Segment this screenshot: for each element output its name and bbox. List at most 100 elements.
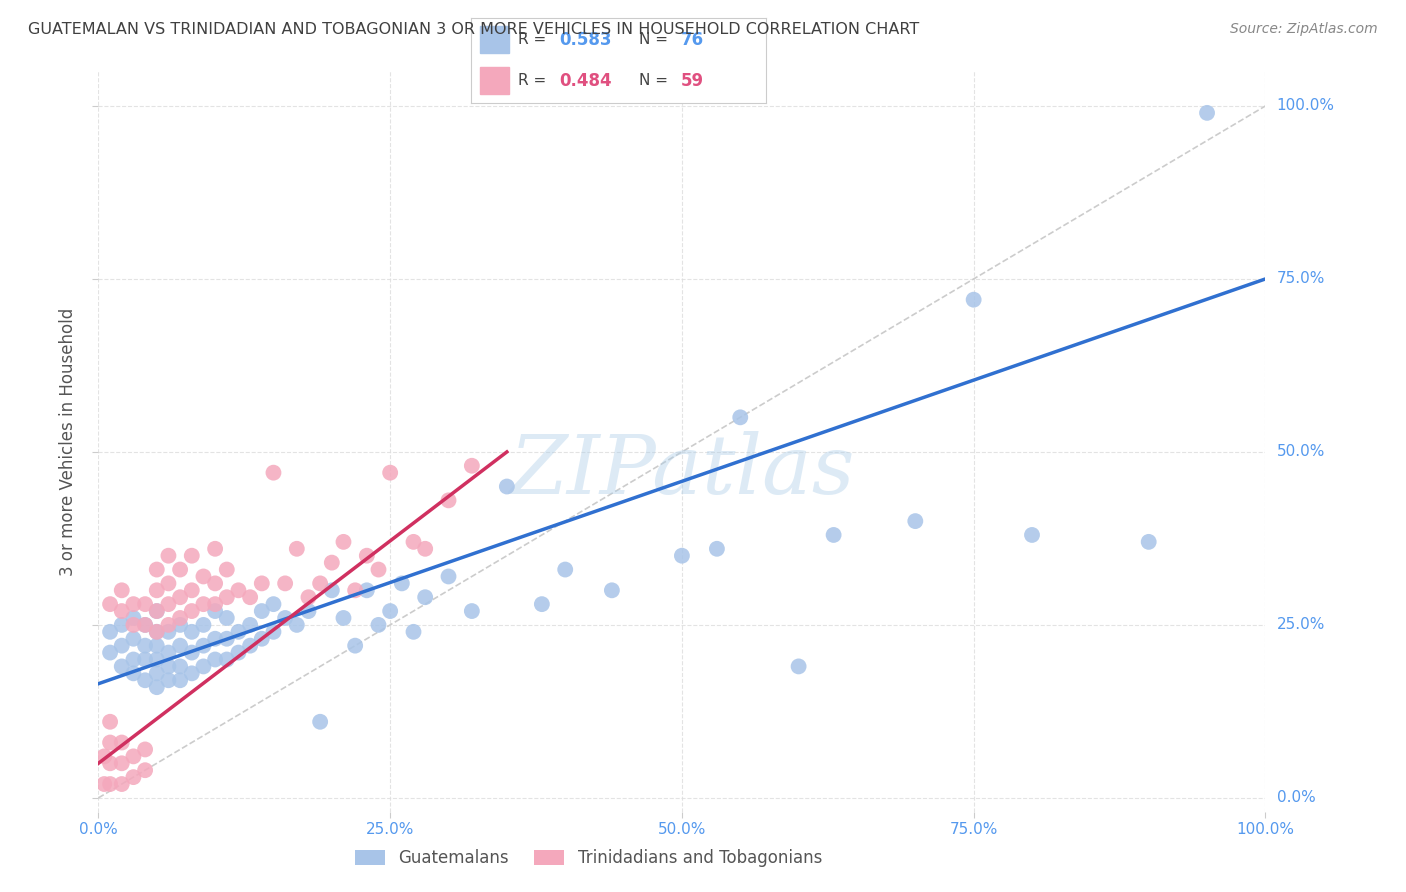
Point — [285, 618, 308, 632]
Point — [134, 618, 156, 632]
Point — [413, 541, 436, 556]
Point — [157, 659, 180, 673]
Point — [228, 583, 250, 598]
Point — [134, 618, 156, 632]
Point — [146, 680, 169, 694]
Point — [122, 597, 145, 611]
Point — [122, 652, 145, 666]
Point — [530, 597, 553, 611]
Point — [204, 541, 226, 556]
Point — [180, 604, 202, 618]
Point — [391, 576, 413, 591]
Point — [215, 632, 238, 646]
Point — [285, 541, 308, 556]
Point — [111, 777, 134, 791]
Point — [157, 673, 180, 688]
Point — [204, 597, 226, 611]
Point — [134, 673, 156, 688]
Point — [122, 770, 145, 784]
Point — [146, 624, 169, 639]
Point — [332, 611, 354, 625]
Point — [180, 666, 202, 681]
Point — [461, 604, 484, 618]
Text: GUATEMALAN VS TRINIDADIAN AND TOBAGONIAN 3 OR MORE VEHICLES IN HOUSEHOLD CORRELA: GUATEMALAN VS TRINIDADIAN AND TOBAGONIAN… — [28, 22, 920, 37]
Point — [146, 639, 169, 653]
Point — [169, 659, 191, 673]
Point — [169, 611, 191, 625]
Y-axis label: 3 or more Vehicles in Household: 3 or more Vehicles in Household — [59, 308, 77, 575]
Point — [98, 597, 121, 611]
Point — [157, 618, 180, 632]
Point — [111, 756, 134, 771]
Text: 0.0%: 0.0% — [1277, 790, 1315, 805]
Legend: Guatemalans, Trinidadians and Tobagonians: Guatemalans, Trinidadians and Tobagonian… — [349, 842, 828, 874]
Point — [180, 583, 202, 598]
Point — [169, 618, 191, 632]
Point — [193, 597, 215, 611]
Point — [402, 624, 425, 639]
Text: 0.484: 0.484 — [560, 71, 612, 89]
Point — [146, 666, 169, 681]
Point — [98, 777, 121, 791]
Point — [215, 652, 238, 666]
Text: 25.0%: 25.0% — [1277, 617, 1324, 632]
Point — [111, 735, 134, 749]
Point — [180, 624, 202, 639]
Point — [787, 659, 810, 673]
Point — [157, 576, 180, 591]
Point — [111, 618, 134, 632]
Point — [193, 659, 215, 673]
Point — [239, 618, 262, 632]
Point — [111, 639, 134, 653]
Point — [122, 666, 145, 681]
Point — [297, 591, 319, 605]
Point — [356, 549, 378, 563]
Point — [180, 646, 202, 660]
Point — [204, 632, 226, 646]
Point — [228, 646, 250, 660]
Point — [134, 742, 156, 756]
Point — [215, 563, 238, 577]
Point — [461, 458, 484, 473]
Point — [378, 466, 402, 480]
Point — [413, 591, 436, 605]
Point — [402, 534, 425, 549]
Point — [169, 639, 191, 653]
Text: R =: R = — [519, 73, 551, 88]
Point — [437, 493, 460, 508]
Point — [193, 569, 215, 583]
Point — [169, 591, 191, 605]
Point — [274, 611, 297, 625]
Point — [122, 632, 145, 646]
Point — [111, 659, 134, 673]
Point — [98, 624, 121, 639]
Point — [93, 749, 115, 764]
Point — [180, 549, 202, 563]
Text: 50.0%: 50.0% — [1277, 444, 1324, 459]
Point — [204, 576, 226, 591]
Point — [204, 604, 226, 618]
Point — [239, 591, 262, 605]
Point — [193, 618, 215, 632]
Point — [706, 541, 728, 556]
Point — [146, 652, 169, 666]
Point — [321, 583, 343, 598]
Point — [134, 763, 156, 777]
Point — [262, 466, 284, 480]
Point — [262, 624, 284, 639]
Point — [93, 777, 115, 791]
Text: 100.0%: 100.0% — [1277, 98, 1334, 113]
Point — [169, 563, 191, 577]
Point — [122, 618, 145, 632]
Point — [904, 514, 927, 528]
Point — [274, 576, 297, 591]
Text: R =: R = — [519, 32, 551, 47]
Point — [367, 618, 389, 632]
Point — [98, 646, 121, 660]
Point — [146, 624, 169, 639]
Point — [730, 410, 752, 425]
Point — [367, 563, 389, 577]
Point — [157, 597, 180, 611]
Point — [215, 611, 238, 625]
Point — [297, 604, 319, 618]
